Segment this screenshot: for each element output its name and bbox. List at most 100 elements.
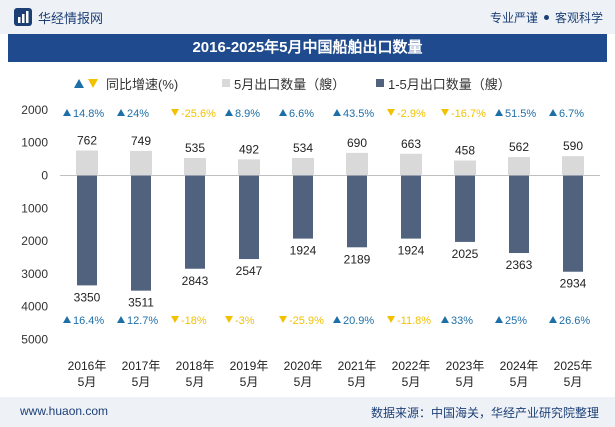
growth-label-may: 51.5% — [505, 108, 536, 120]
data-label-ytd: 2934 — [560, 277, 587, 291]
data-source: 数据来源：中国海关，华经产业研究院整理 — [370, 406, 599, 420]
bar-may — [76, 150, 98, 176]
x-tick-label: 5月 — [132, 375, 151, 389]
bar-ytd — [77, 175, 97, 286]
legend-may[interactable]: 5月出口数量（艘） — [222, 73, 345, 93]
data-label-ytd: 1924 — [290, 244, 317, 258]
growth-label-may: 14.8% — [73, 108, 104, 120]
up-arrow-icon — [117, 109, 125, 116]
y-tick-label: 2000 — [21, 103, 48, 117]
x-tick-label: 5月 — [564, 375, 583, 389]
bar-ytd — [563, 175, 583, 272]
x-tick-label: 5月 — [348, 375, 367, 389]
data-label-may: 458 — [455, 143, 475, 157]
bar-may — [562, 156, 584, 176]
tagline-right: 客观科学 — [554, 11, 603, 25]
data-label-may: 590 — [563, 139, 583, 153]
tagline: 专业严谨 客观科学 — [490, 9, 603, 26]
y-tick-label: 0 — [41, 169, 48, 183]
footer: www.huaon.com 数据来源：中国海关，华经产业研究院整理 — [0, 397, 615, 427]
legend-may-swatch — [222, 79, 230, 87]
top-bar: 华经情报网 专业严谨 客观科学 — [0, 0, 615, 34]
x-tick-label: 5月 — [294, 375, 313, 389]
growth-label-ytd: 20.9% — [343, 315, 374, 327]
up-arrow-icon — [63, 109, 71, 116]
x-tick-label: 5月 — [456, 375, 475, 389]
bar-ytd — [131, 175, 151, 291]
up-arrow-icon — [441, 316, 449, 323]
x-tick-label: 2017年 — [122, 359, 161, 373]
legend-growth[interactable]: 同比增速(%) — [74, 73, 178, 93]
data-label-ytd: 3350 — [74, 290, 101, 304]
tagline-left: 专业严谨 — [489, 11, 538, 25]
bar-may — [508, 157, 530, 176]
legend-ytd[interactable]: 1-5月出口数量（艘） — [376, 73, 511, 93]
up-arrow-icon — [225, 109, 233, 116]
bar-may — [292, 157, 314, 176]
bar-may — [346, 152, 368, 176]
chart-legend: 同比增速(%) 5月出口数量（艘） 1-5月出口数量（艘） — [0, 73, 615, 93]
growth-label-may: -2.9% — [397, 108, 426, 120]
bar-ytd — [293, 175, 313, 239]
y-tick-label: 3000 — [21, 267, 48, 281]
x-tick-label: 2018年 — [176, 359, 215, 373]
bar-ytd — [185, 175, 205, 269]
growth-label-ytd: -18% — [181, 315, 207, 327]
bar-ytd — [509, 175, 529, 254]
data-label-may: 762 — [77, 134, 97, 148]
bar-may — [238, 159, 260, 176]
y-tick-label: 2000 — [21, 234, 48, 248]
x-tick-label: 2023年 — [446, 359, 485, 373]
up-arrow-icon — [333, 316, 341, 323]
bar-may — [454, 160, 476, 176]
down-arrow-icon — [387, 109, 395, 116]
legend-may-label: 5月出口数量（艘） — [234, 76, 346, 92]
legend-ytd-swatch — [376, 79, 384, 87]
growth-label-may: -25.6% — [181, 108, 216, 120]
brand[interactable]: 华经情报网 — [14, 8, 103, 26]
y-tick-label: 5000 — [21, 333, 48, 347]
up-arrow-icon — [495, 316, 503, 323]
down-arrow-icon — [441, 109, 449, 116]
x-tick-label: 5月 — [240, 375, 259, 389]
data-label-may: 690 — [347, 136, 367, 150]
data-label-may: 749 — [131, 134, 151, 148]
website-link[interactable]: www.huaon.com — [20, 404, 109, 418]
growth-label-may: 6.6% — [289, 108, 314, 120]
growth-label-may: 43.5% — [343, 108, 374, 120]
x-tick-label: 2021年 — [338, 359, 377, 373]
growth-label-ytd: 25% — [505, 315, 527, 327]
growth-label-ytd: -11.8% — [397, 315, 431, 327]
data-label-may: 534 — [293, 141, 313, 155]
growth-label-may: 6.7% — [559, 108, 584, 120]
up-arrow-icon — [63, 316, 71, 323]
growth-label-ytd: 16.4% — [73, 315, 104, 327]
data-label-ytd: 2363 — [506, 258, 533, 272]
bar-ytd — [347, 175, 367, 248]
data-label-may: 562 — [509, 140, 529, 154]
growth-label-ytd: -25.9% — [289, 315, 324, 327]
data-label-ytd: 2547 — [236, 264, 263, 278]
down-arrow-icon — [279, 316, 287, 323]
x-tick-label: 2025年 — [554, 359, 593, 373]
up-arrow-icon — [333, 109, 341, 116]
growth-label-ytd: 12.7% — [127, 315, 158, 327]
bar-may — [400, 153, 422, 176]
growth-label-ytd: 33% — [451, 315, 473, 327]
down-arrow-icon — [171, 109, 179, 116]
x-tick-label: 5月 — [510, 375, 529, 389]
x-tick-label: 2022年 — [392, 359, 431, 373]
data-label-ytd: 2843 — [182, 274, 209, 288]
up-arrow-icon — [549, 109, 557, 116]
data-label-ytd: 3511 — [128, 296, 154, 310]
down-arrow-icon — [171, 316, 179, 323]
x-tick-label: 5月 — [78, 375, 97, 389]
x-tick-label: 2019年 — [230, 359, 269, 373]
data-label-may: 663 — [401, 137, 421, 151]
growth-label-ytd: 26.6% — [559, 315, 590, 327]
growth-label-ytd: -3% — [235, 315, 255, 327]
up-arrow-icon — [279, 109, 287, 116]
down-arrow-icon — [387, 316, 395, 323]
data-label-ytd: 2189 — [344, 252, 371, 266]
